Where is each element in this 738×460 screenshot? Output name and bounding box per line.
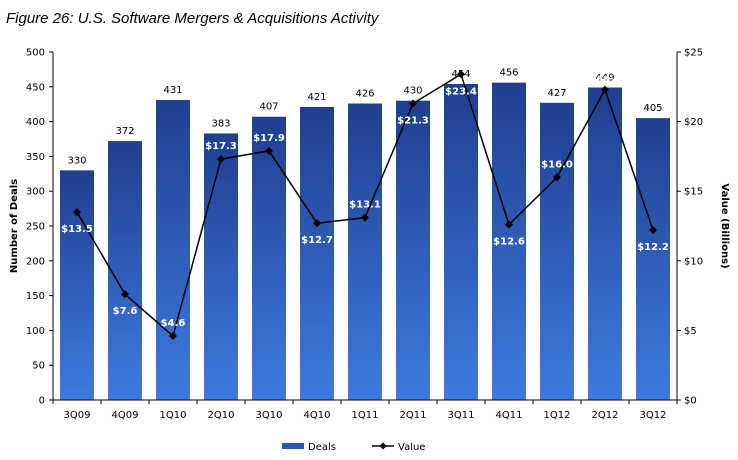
y-tick-label: 500: [26, 48, 45, 59]
y-tick-label: 0: [39, 396, 45, 407]
x-tick-label: 4Q09: [112, 410, 139, 421]
deals-data-label: 421: [307, 92, 326, 103]
value-data-label: $13.1: [349, 200, 381, 211]
legend-label-deals: Deals: [308, 442, 336, 453]
deals-data-label: 454: [451, 69, 470, 80]
deals-bar: [588, 87, 622, 400]
x-tick-label: 2Q10: [208, 410, 235, 421]
y2-tick-label: $5: [684, 326, 697, 337]
value-data-label: $12.7: [301, 235, 333, 246]
y-tick-label: 100: [26, 326, 45, 337]
legend-swatch-value-marker: [379, 442, 387, 450]
deals-data-label: 456: [499, 68, 518, 79]
labels-layer: 330 372 431 383 407 421 426 430 454 456 427 449 405 $…: [61, 68, 669, 329]
deals-data-label: 407: [259, 102, 278, 113]
value-marker: [217, 155, 225, 164]
deals-bar: [444, 84, 478, 401]
deals-data-label: 430: [403, 86, 422, 97]
value-data-label: $7.6: [113, 306, 138, 317]
deals-data-label: 330: [67, 155, 86, 166]
value-data-label: $4.6: [161, 318, 186, 329]
value-marker: [409, 99, 417, 108]
x-tick-label: 4Q11: [496, 410, 523, 421]
y-tick-label: 200: [26, 256, 45, 267]
value-marker: [313, 219, 321, 228]
value-data-label: $12.2: [637, 242, 669, 253]
x-tick-label: 1Q12: [544, 410, 571, 421]
deals-data-label: 449: [595, 72, 614, 83]
value-marker: [361, 213, 369, 222]
value-marker: [649, 226, 657, 235]
value-data-label: $16.0: [541, 159, 573, 170]
value-marker: [73, 208, 81, 217]
deals-bar: [492, 82, 526, 401]
value-marker: [121, 290, 129, 299]
y-tick-label: 300: [26, 187, 45, 198]
deals-bar: [348, 103, 382, 400]
deals-bar: [108, 141, 142, 400]
x-tick-label: 3Q11: [448, 410, 475, 421]
value-data-label: $21.3: [397, 116, 429, 127]
x-tick-label: 1Q11: [352, 410, 379, 421]
x-tick-label: 3Q12: [640, 410, 667, 421]
y2-tick-label: $10: [684, 256, 703, 267]
y2-axis-title: Value (Billions): [719, 183, 730, 268]
y-tick-label: 250: [26, 222, 45, 233]
legend-swatch-deals: [282, 443, 304, 449]
value-marker: [169, 331, 177, 340]
deals-bar: [300, 106, 334, 400]
deals-bar: [60, 170, 94, 400]
y-tick-label: 50: [32, 361, 45, 372]
value-data-label: $12.6: [493, 237, 525, 248]
axes-layer: 0 50 100 150 200 250 300 350 400 450 500 $0 $5 $10 $15…: [26, 48, 703, 422]
y2-tick-label: $0: [684, 396, 697, 407]
x-tick-label: 1Q10: [160, 410, 187, 421]
value-marker: [601, 85, 609, 94]
y2-tick-label: $20: [684, 117, 703, 128]
value-data-label: $17.9: [253, 133, 285, 144]
deals-data-label: 405: [643, 103, 662, 114]
deals-data-label: 372: [115, 126, 134, 137]
x-tick-label: 2Q11: [400, 410, 427, 421]
y2-tick-label: $25: [684, 48, 703, 59]
y2-tick-label: $15: [684, 187, 703, 198]
y-tick-label: 350: [26, 152, 45, 163]
legend-label-value: Value: [398, 442, 425, 453]
deals-bar: [396, 100, 430, 400]
value-marker: [505, 220, 513, 229]
y-tick-label: 450: [26, 82, 45, 93]
value-marker: [553, 173, 561, 182]
deals-bar: [156, 100, 190, 401]
x-tick-label: 2Q12: [592, 410, 619, 421]
value-line-layer: [73, 70, 657, 340]
value-marker: [265, 146, 273, 155]
x-tick-label: 4Q10: [304, 410, 331, 421]
deals-data-label: 426: [355, 89, 374, 100]
x-tick-label: 3Q09: [64, 410, 91, 421]
value-data-label: $17.3: [205, 141, 237, 152]
deals-data-label: 431: [163, 85, 182, 96]
deals-data-label: 427: [547, 88, 566, 99]
y-tick-label: 150: [26, 291, 45, 302]
deals-bar: [540, 102, 574, 401]
deals-bar: [204, 133, 238, 400]
chart-title: Figure 26: U.S. Software Mergers & Acqui…: [6, 10, 380, 27]
deals-bar: [636, 118, 670, 401]
value-data-label: $13.5: [61, 224, 93, 235]
value-data-label: $22.3: [589, 72, 621, 83]
deals-bar: [252, 116, 286, 400]
bars-layer: [60, 82, 670, 401]
y-tick-label: 400: [26, 117, 45, 128]
x-tick-label: 3Q10: [256, 410, 283, 421]
value-data-label: $23.4: [445, 86, 477, 97]
value-marker: [457, 70, 465, 79]
legend: Deals Value: [282, 442, 425, 453]
y-axis-title: Number of Deals: [9, 179, 20, 273]
deals-data-label: 383: [211, 118, 230, 129]
